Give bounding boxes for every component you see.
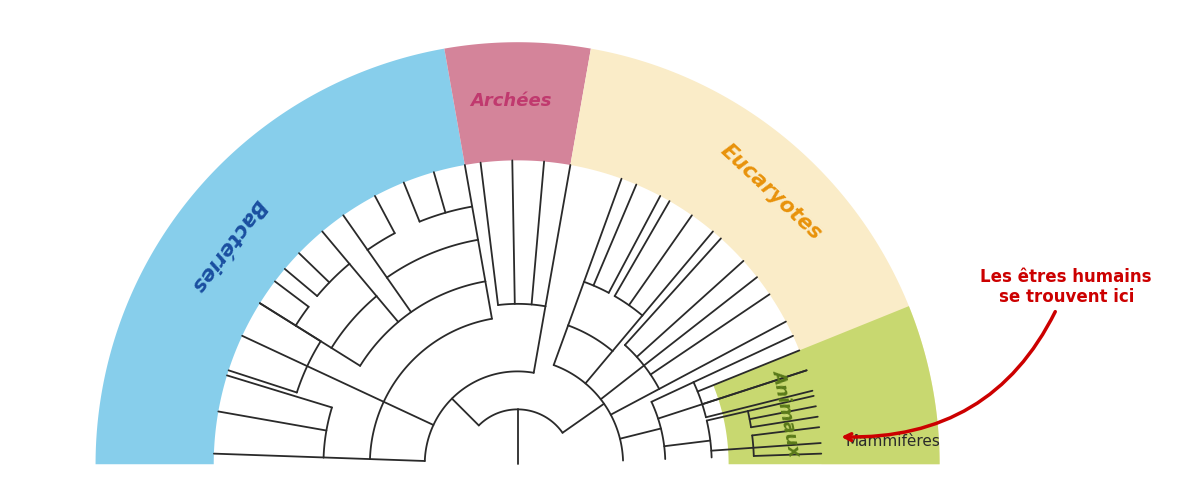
Text: Bactéries: Bactéries	[187, 196, 268, 296]
Text: Animaux: Animaux	[769, 367, 804, 457]
Text: Eucaryotes: Eucaryotes	[716, 141, 826, 245]
Text: Archées: Archées	[471, 92, 551, 111]
Polygon shape	[444, 42, 591, 165]
Polygon shape	[571, 49, 939, 464]
Text: Mammifères: Mammifères	[846, 434, 940, 449]
Polygon shape	[713, 306, 939, 464]
Polygon shape	[95, 49, 465, 464]
Text: Les êtres humains
se trouvent ici: Les êtres humains se trouvent ici	[845, 267, 1152, 440]
